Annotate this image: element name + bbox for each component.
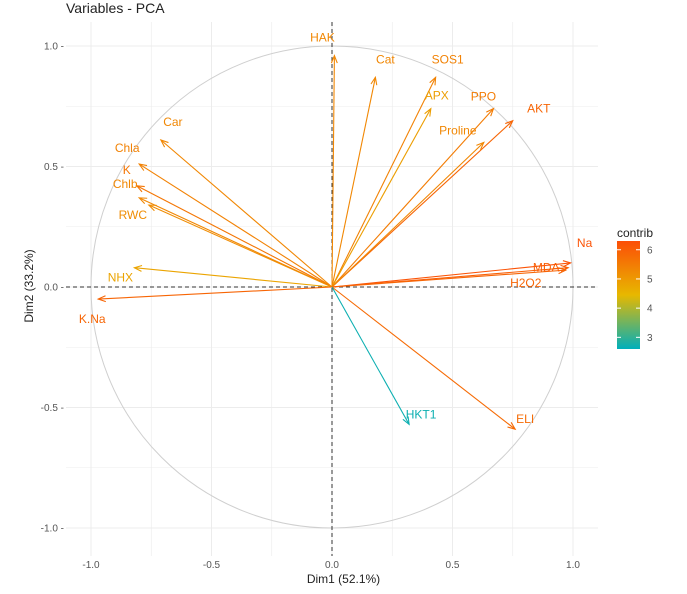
arrowhead-akt [505, 119, 514, 129]
vector-akt [331, 120, 514, 288]
arrowhead-proline [476, 141, 485, 150]
vector-rwc [148, 204, 333, 288]
arrowhead-apx [424, 107, 432, 117]
y-tick-label: 0.0 - [44, 283, 64, 294]
vector-na [331, 262, 571, 288]
label-mda: MDA [533, 261, 560, 275]
arrowhead-h2o2 [557, 267, 568, 275]
arrowhead-chla [137, 163, 148, 171]
label-hak: HAK [310, 31, 335, 45]
label-akt: AKT [527, 102, 551, 116]
legend-title: contrib [617, 226, 654, 240]
arrowhead-rwc [147, 204, 157, 212]
arrowhead-car [159, 139, 169, 148]
arrowhead-nhx [132, 264, 143, 272]
label-nhx: NHX [108, 271, 133, 285]
vector-k-na [98, 286, 333, 300]
label-h2o2: H2O2 [510, 276, 542, 290]
arrowhead-k [135, 185, 145, 193]
legend-tick-label: 3 [647, 333, 653, 344]
label-cat: Cat [376, 52, 395, 66]
label-chla: Chla [115, 141, 140, 155]
label-k-na: K.Na [79, 312, 106, 326]
label-apx: APX [425, 89, 449, 103]
variable-vectors [96, 54, 573, 431]
label-chlb: Chlb [113, 177, 138, 191]
arrowhead-cat [370, 75, 378, 86]
x-tick-label: -1.0 [82, 560, 100, 571]
vector-ppo [331, 108, 494, 288]
x-tick-label: 1.0 [566, 560, 580, 571]
y-axis-label: Dim2 (33.2%) [22, 249, 36, 323]
y-tick-label: -1.0 - [41, 524, 64, 535]
contrib-legend: 6 5 4 3 [617, 241, 653, 349]
arrowhead-k-na [96, 295, 106, 303]
x-axis-label: Dim1 (52.1%) [306, 572, 381, 586]
y-tick-label: 1.0 - [44, 42, 64, 53]
arrowhead-hak [330, 54, 338, 64]
vector-proline [331, 142, 485, 288]
vector-h2o2 [331, 269, 566, 288]
vector-eli [331, 286, 516, 430]
legend-tick-label: 6 [647, 245, 653, 256]
legend-ticks: 6 5 4 3 [617, 245, 653, 344]
vector-cat [331, 77, 376, 288]
legend-tick-label: 4 [647, 304, 653, 315]
label-na: Na [577, 236, 593, 250]
x-tick-label: 0.0 [325, 560, 339, 571]
chart-title: Variables - PCA [66, 0, 165, 16]
arrowhead-chlb [137, 197, 148, 205]
y-tick-label: 0.5 - [44, 162, 64, 173]
label-proline: Proline [439, 123, 477, 137]
arrowhead-na [562, 260, 573, 268]
legend-colorbar [617, 241, 640, 349]
label-ppo: PPO [471, 90, 496, 104]
vector-nhx [134, 267, 333, 288]
vector-sos1 [331, 77, 437, 288]
vector-hak [331, 55, 335, 288]
vector-apx [331, 108, 432, 288]
x-axis-ticks: -1.0 -0.5 0.0 0.5 1.0 [82, 560, 580, 571]
x-tick-label: 0.5 [446, 560, 460, 571]
x-tick-label: -0.5 [203, 560, 221, 571]
label-eli: ELI [516, 412, 534, 426]
vector-hkt1 [331, 286, 410, 425]
y-axis-ticks: 1.0 - 0.5 - 0.0 - -0.5 - -1.0 - [41, 42, 64, 535]
legend-tick-label: 5 [647, 274, 653, 285]
arrowhead-sos1 [429, 76, 437, 86]
label-rwc: RWC [119, 208, 148, 222]
vector-chla [138, 163, 333, 288]
label-k: K [123, 163, 131, 177]
label-hkt1: HKT1 [406, 407, 437, 421]
arrowhead-eli [507, 422, 517, 431]
y-tick-label: -0.5 - [41, 403, 64, 414]
label-sos1: SOS1 [432, 52, 464, 66]
vector-car [160, 139, 333, 288]
label-car: Car [163, 115, 182, 129]
arrowhead-ppo [486, 107, 495, 117]
arrowhead-hkt1 [402, 416, 410, 426]
vector-k [136, 185, 333, 288]
